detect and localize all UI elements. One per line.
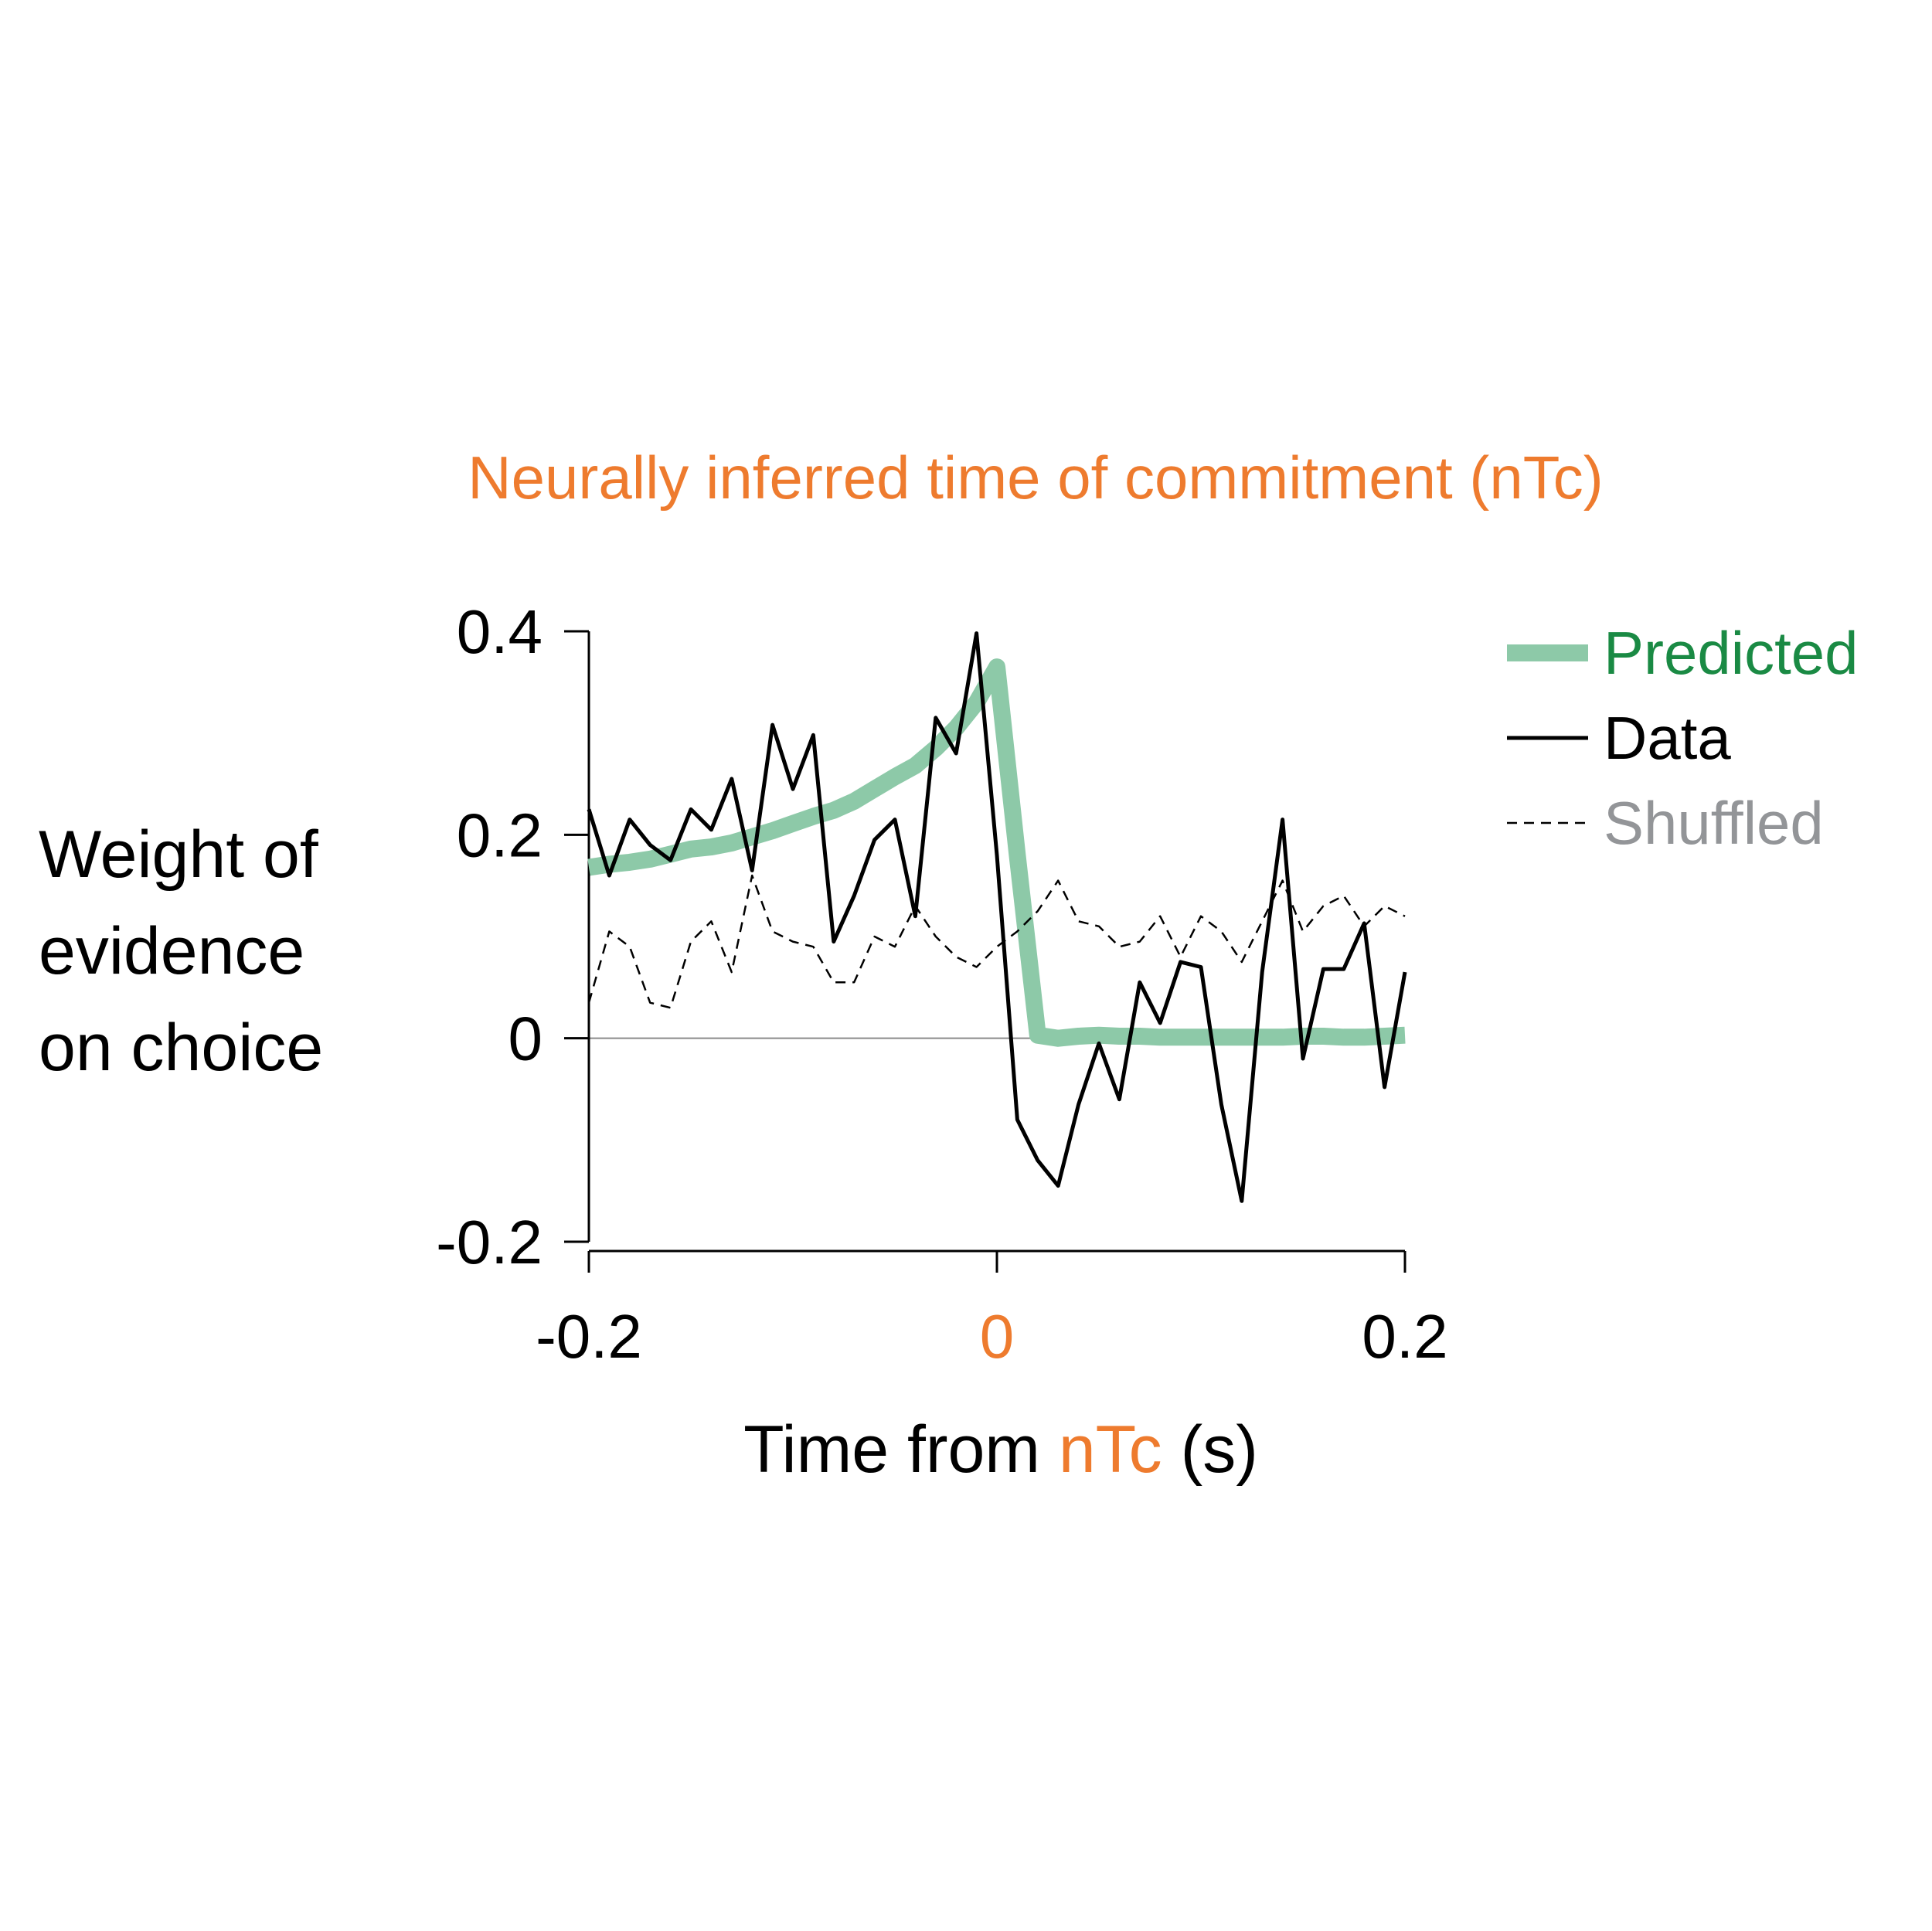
y-tick-label: 0.4	[457, 597, 543, 666]
y-axis-label: Weight of evidence on choice	[39, 818, 323, 1085]
y-axis-label-line: evidence	[39, 914, 304, 988]
legend-label-data: Data	[1604, 704, 1731, 772]
series-layer	[587, 631, 1407, 1203]
x-axis-label: Time from nTc (s)	[743, 1413, 1258, 1487]
y-axis-label-line: on choice	[39, 1011, 323, 1085]
y-axis-label-line: Weight of	[39, 818, 319, 892]
x-tick-label: 0.2	[1362, 1302, 1447, 1371]
x-ticks: -0.2 0 0.2	[536, 1251, 1448, 1371]
legend-label-predicted: Predicted	[1604, 619, 1859, 687]
x-tick-label: 0	[980, 1302, 1015, 1371]
x-tick-label: -0.2	[536, 1302, 642, 1371]
series-shuffled-line	[587, 874, 1406, 1009]
y-tick-label: -0.2	[436, 1208, 543, 1277]
legend: Predicted Data Shuffled	[1507, 619, 1859, 857]
series-data-line	[587, 631, 1407, 1203]
x-axis-label-highlight: nTc	[1059, 1413, 1162, 1487]
x-axis-label-prefix: Time from	[743, 1413, 1059, 1487]
chart-title: Neurally inferred time of commitment (nT…	[468, 444, 1603, 512]
plot-area: 0.4 0.2 0 -0.2 -0.2 0 0.2	[436, 597, 1447, 1371]
series-predicted-line	[587, 658, 1406, 1047]
y-ticks: 0.4 0.2 0 -0.2	[436, 597, 589, 1277]
y-tick-label: 0.2	[457, 801, 543, 869]
x-axis-label-suffix: (s)	[1162, 1413, 1258, 1487]
y-tick-label: 0	[509, 1005, 543, 1073]
legend-label-shuffled: Shuffled	[1604, 789, 1824, 857]
